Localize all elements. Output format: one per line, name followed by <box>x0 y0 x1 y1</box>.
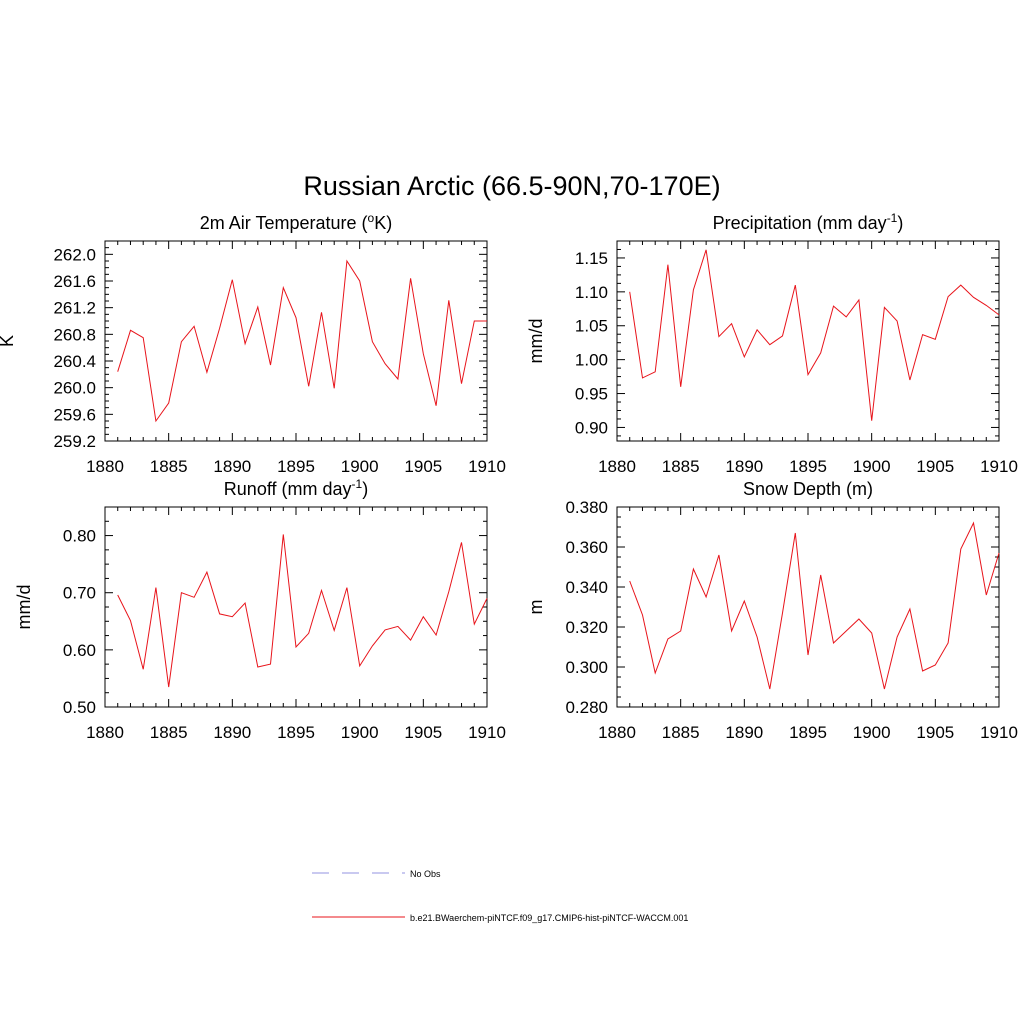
x-tick-label: 1905 <box>916 457 954 476</box>
y-axis-label: m <box>526 600 546 615</box>
x-tick-label: 1900 <box>341 457 379 476</box>
panel-title: Runoff (mm day-1) <box>224 477 368 499</box>
x-tick-label: 1905 <box>916 723 954 742</box>
series-line <box>629 521 1000 690</box>
y-tick-label: 259.2 <box>53 432 96 451</box>
y-tick-label: 260.8 <box>53 325 96 344</box>
panels-group: 1880 1885 1890 1895 1900 1905 1910 259.2 259.6 26… <box>0 211 1018 742</box>
x-tick-label: 1900 <box>853 723 891 742</box>
y-tick-label: 262.0 <box>53 245 96 264</box>
x-tick-label: 1905 <box>404 457 442 476</box>
y-tick-label: 0.95 <box>575 385 608 404</box>
y-axis-label: mm/d <box>526 319 546 364</box>
y-tick-label: 260.4 <box>53 352 96 371</box>
panel-title-main: 2m Air Temperature ( <box>200 213 368 233</box>
x-tick-label: 1895 <box>277 723 315 742</box>
y-tick-label: 261.2 <box>53 299 96 318</box>
x-tick-label: 1885 <box>662 723 700 742</box>
y-axis-label: K <box>0 335 17 347</box>
panel-title-superscript: -1 <box>352 477 363 491</box>
plot-frame <box>104 506 488 708</box>
y-tick-label: 1.15 <box>575 249 608 268</box>
panel-title-main: Snow Depth (m) <box>743 479 873 499</box>
panel-4: 1880 1885 1890 1895 1900 1905 1910 0.280 0.300 0.… <box>526 479 1018 742</box>
panel-title-superscript: o <box>368 211 375 225</box>
plot-frame <box>104 240 488 442</box>
panel-1: 1880 1885 1890 1895 1900 1905 1910 259.2 259.6 26… <box>0 211 506 476</box>
series-line <box>629 249 1000 421</box>
x-tick-label: 1880 <box>86 457 124 476</box>
x-tick-label: 1905 <box>404 723 442 742</box>
x-tick-label: 1890 <box>725 723 763 742</box>
x-tick-label: 1895 <box>789 723 827 742</box>
panel-title-main: Precipitation (mm day <box>713 213 887 233</box>
series-line <box>117 534 488 688</box>
y-tick-label: 0.60 <box>63 641 96 660</box>
legend-label-no-obs: No Obs <box>410 869 441 879</box>
y-tick-label: 0.70 <box>63 584 96 603</box>
x-tick-label: 1880 <box>598 723 636 742</box>
legend: No Obs b.e21.BWaerchem-piNTCF.f09_g17.CMI… <box>312 869 688 923</box>
x-tick-label: 1910 <box>980 723 1018 742</box>
panel-title: Snow Depth (m) <box>743 479 873 499</box>
x-tick-label: 1890 <box>725 457 763 476</box>
x-tick-label: 1885 <box>150 723 188 742</box>
plot-frame <box>616 240 1000 442</box>
y-tick-label: 261.6 <box>53 272 96 291</box>
x-tick-label: 1900 <box>341 723 379 742</box>
y-tick-label: 0.280 <box>565 698 608 717</box>
panel-2: 1880 1885 1890 1895 1900 1905 1910 0.90 0.95 1.00… <box>526 211 1018 476</box>
y-tick-label: 259.6 <box>53 405 96 424</box>
x-tick-label: 1890 <box>213 723 251 742</box>
figure-title: Russian Arctic (66.5-90N,70-170E) <box>303 171 720 201</box>
x-tick-label: 1910 <box>468 457 506 476</box>
x-tick-label: 1895 <box>789 457 827 476</box>
y-tick-label: 1.05 <box>575 317 608 336</box>
series-line <box>117 259 487 423</box>
panel-title-tail: K) <box>374 213 392 233</box>
y-axis-label: mm/d <box>14 585 34 630</box>
x-tick-label: 1890 <box>213 457 251 476</box>
legend-label-model: b.e21.BWaerchem-piNTCF.f09_g17.CMIP6-his… <box>410 913 688 923</box>
y-tick-label: 0.50 <box>63 698 96 717</box>
y-tick-label: 0.380 <box>565 498 608 517</box>
x-tick-label: 1885 <box>662 457 700 476</box>
y-tick-label: 0.300 <box>565 658 608 677</box>
y-tick-label: 0.90 <box>575 418 608 437</box>
x-tick-label: 1885 <box>150 457 188 476</box>
panel-title-tail: ) <box>897 213 903 233</box>
panel-title-superscript: -1 <box>887 211 898 225</box>
y-tick-label: 1.10 <box>575 283 608 302</box>
x-tick-label: 1910 <box>980 457 1018 476</box>
y-tick-label: 260.0 <box>53 379 96 398</box>
x-tick-label: 1900 <box>853 457 891 476</box>
y-tick-label: 0.340 <box>565 578 608 597</box>
y-tick-label: 0.360 <box>565 538 608 557</box>
panel-title: 2m Air Temperature (oK) <box>200 211 392 233</box>
x-tick-label: 1880 <box>86 723 124 742</box>
panel-title: Precipitation (mm day-1) <box>713 211 904 233</box>
y-tick-label: 0.320 <box>565 618 608 637</box>
x-tick-label: 1910 <box>468 723 506 742</box>
y-tick-label: 1.00 <box>575 351 608 370</box>
x-tick-label: 1880 <box>598 457 636 476</box>
panel-title-main: Runoff (mm day <box>224 479 352 499</box>
panel-3: 1880 1885 1890 1895 1900 1905 1910 0.50 0.60 0.70… <box>14 477 506 742</box>
panel-title-tail: ) <box>362 479 368 499</box>
plot-frame <box>616 506 1000 708</box>
y-tick-label: 0.80 <box>63 527 96 546</box>
x-tick-label: 1895 <box>277 457 315 476</box>
